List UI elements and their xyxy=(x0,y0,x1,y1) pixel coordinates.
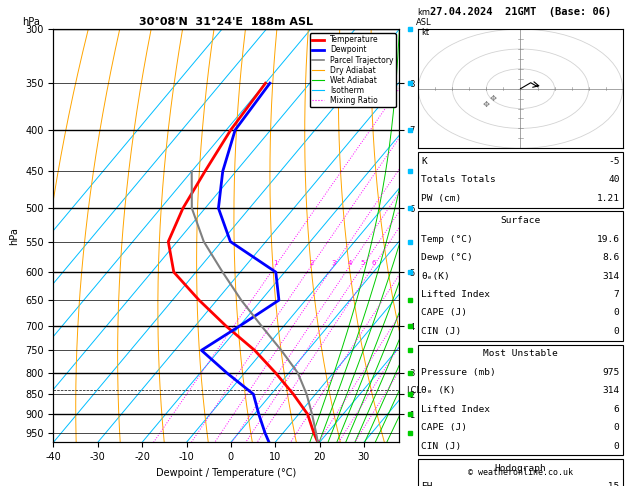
Text: 19.6: 19.6 xyxy=(596,235,620,243)
Title: 30°08'N  31°24'E  188m ASL: 30°08'N 31°24'E 188m ASL xyxy=(140,17,313,27)
X-axis label: Dewpoint / Temperature (°C): Dewpoint / Temperature (°C) xyxy=(157,468,296,478)
Text: 8.6: 8.6 xyxy=(603,253,620,262)
Text: CIN (J): CIN (J) xyxy=(421,442,462,451)
Text: 0: 0 xyxy=(614,309,620,317)
Text: 314: 314 xyxy=(603,272,620,280)
Text: LCL: LCL xyxy=(406,385,421,395)
Text: PW (cm): PW (cm) xyxy=(421,194,462,203)
Text: CIN (J): CIN (J) xyxy=(421,327,462,336)
Text: ✥: ✥ xyxy=(483,100,490,109)
Text: 6: 6 xyxy=(372,260,376,265)
Text: Pressure (mb): Pressure (mb) xyxy=(421,368,496,377)
Text: -15: -15 xyxy=(603,483,620,486)
Text: EH: EH xyxy=(421,483,433,486)
Text: Most Unstable: Most Unstable xyxy=(483,349,558,358)
Text: Hodograph: Hodograph xyxy=(494,464,547,473)
Text: 6: 6 xyxy=(614,405,620,414)
Text: 314: 314 xyxy=(603,386,620,395)
Text: Totals Totals: Totals Totals xyxy=(421,175,496,184)
Text: θₑ (K): θₑ (K) xyxy=(421,386,456,395)
Text: © weatheronline.co.uk: © weatheronline.co.uk xyxy=(468,468,573,477)
Text: Temp (°C): Temp (°C) xyxy=(421,235,473,243)
Text: 5: 5 xyxy=(361,260,365,265)
Text: 0: 0 xyxy=(614,327,620,336)
Text: Dewp (°C): Dewp (°C) xyxy=(421,253,473,262)
Text: 40: 40 xyxy=(608,175,620,184)
Text: 1: 1 xyxy=(274,260,278,265)
Text: K: K xyxy=(421,157,427,166)
Text: km
ASL: km ASL xyxy=(416,8,431,27)
Text: 0: 0 xyxy=(614,442,620,451)
Text: ✥: ✥ xyxy=(490,94,497,103)
Text: θₑ(K): θₑ(K) xyxy=(421,272,450,280)
Text: Lifted Index: Lifted Index xyxy=(421,405,491,414)
Text: 975: 975 xyxy=(603,368,620,377)
Text: Lifted Index: Lifted Index xyxy=(421,290,491,299)
Text: 7: 7 xyxy=(614,290,620,299)
Text: hPa: hPa xyxy=(23,17,40,27)
Text: 4: 4 xyxy=(348,260,352,265)
Text: 2: 2 xyxy=(309,260,314,265)
Text: kt: kt xyxy=(421,28,430,37)
Text: -5: -5 xyxy=(608,157,620,166)
Text: 1.21: 1.21 xyxy=(596,194,620,203)
Text: 3: 3 xyxy=(331,260,336,265)
Legend: Temperature, Dewpoint, Parcel Trajectory, Dry Adiabat, Wet Adiabat, Isotherm, Mi: Temperature, Dewpoint, Parcel Trajectory… xyxy=(310,33,396,107)
Y-axis label: hPa: hPa xyxy=(9,227,19,244)
Text: 27.04.2024  21GMT  (Base: 06): 27.04.2024 21GMT (Base: 06) xyxy=(430,7,611,17)
Text: Surface: Surface xyxy=(501,216,540,225)
Text: CAPE (J): CAPE (J) xyxy=(421,309,467,317)
Text: 0: 0 xyxy=(614,423,620,432)
Text: CAPE (J): CAPE (J) xyxy=(421,423,467,432)
